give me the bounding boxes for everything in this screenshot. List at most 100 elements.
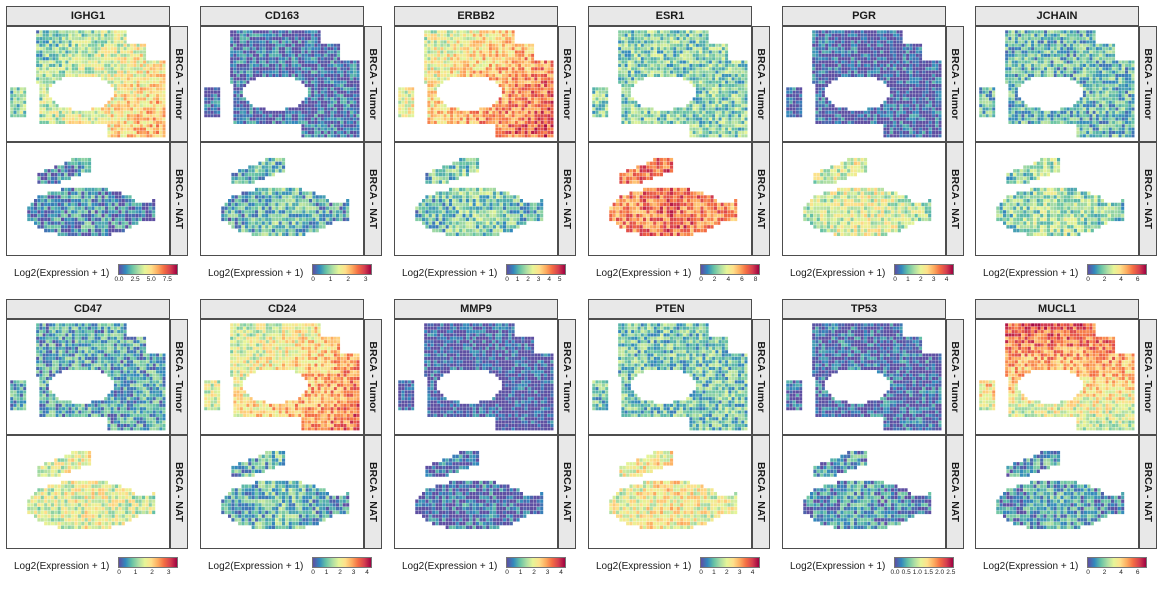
spot (108, 202, 112, 207)
spot (146, 104, 150, 108)
spot (258, 165, 262, 169)
spot (282, 202, 286, 207)
spot (501, 77, 505, 81)
spot (353, 73, 357, 78)
spot (57, 165, 61, 169)
spot (94, 228, 98, 233)
spot (505, 124, 509, 128)
spot (309, 213, 313, 218)
spatial-heatmap (221, 157, 350, 237)
spot (476, 232, 480, 237)
spot (356, 70, 360, 74)
spot (62, 53, 66, 57)
spot (462, 213, 466, 218)
spot (450, 47, 454, 51)
legend-tick: 5 (557, 276, 562, 283)
spot (472, 60, 476, 64)
spot (479, 221, 483, 225)
spot (327, 94, 331, 98)
spot (45, 40, 49, 44)
spot (282, 228, 286, 233)
spot (469, 206, 473, 210)
spot (695, 87, 699, 91)
spot (45, 104, 49, 108)
spot (115, 213, 119, 218)
spot (238, 228, 242, 233)
spot (98, 221, 102, 225)
spot (550, 117, 554, 121)
spot (238, 176, 242, 181)
spot (442, 202, 446, 207)
spot (433, 97, 437, 101)
spot (81, 53, 85, 57)
spot (407, 107, 411, 111)
spot (101, 202, 105, 207)
spot (49, 100, 53, 104)
spot (285, 199, 289, 203)
spot (427, 87, 431, 91)
spot (514, 110, 518, 114)
spot (152, 117, 156, 121)
spot (125, 195, 129, 199)
spot (496, 206, 500, 210)
spot (261, 213, 265, 218)
spot (498, 43, 502, 47)
spot (45, 60, 49, 64)
spot (301, 70, 305, 74)
spot (130, 70, 134, 74)
spot (149, 104, 153, 108)
spot (117, 73, 121, 78)
spot (39, 60, 43, 64)
spot (508, 90, 512, 94)
spot (330, 60, 334, 64)
spot (465, 172, 469, 177)
spot (259, 43, 263, 47)
spot (47, 180, 51, 184)
spot (19, 97, 23, 101)
spot (660, 53, 664, 57)
spot (476, 191, 480, 195)
spot (261, 210, 265, 214)
spot (152, 80, 156, 84)
spot (437, 120, 441, 124)
spot (234, 210, 238, 214)
spot (329, 206, 333, 210)
spot (143, 104, 147, 108)
spot (131, 221, 135, 225)
spot (327, 77, 331, 81)
spot (503, 202, 507, 207)
spot (501, 63, 505, 67)
condition-text: BRCA - Tumor (367, 48, 379, 120)
spot (449, 232, 453, 237)
spot (492, 40, 496, 44)
spot (304, 127, 308, 131)
spot (307, 104, 311, 108)
spot (330, 107, 334, 111)
spot (136, 60, 140, 64)
spot (333, 127, 337, 131)
spot (84, 53, 88, 57)
spot (84, 110, 88, 114)
spot (712, 84, 716, 88)
spot (728, 84, 732, 88)
spot (317, 80, 321, 84)
spot (84, 114, 88, 118)
spot (252, 60, 256, 64)
spot (496, 217, 500, 222)
spot (492, 117, 496, 121)
spot (435, 195, 439, 199)
spot (256, 120, 260, 124)
spot (495, 60, 499, 64)
spot (317, 134, 321, 138)
spot (37, 176, 41, 181)
spot (682, 33, 686, 37)
spot (120, 114, 124, 118)
spot (88, 225, 92, 229)
spot (472, 70, 476, 74)
spot (537, 90, 541, 94)
spot (278, 225, 282, 229)
spot (258, 195, 262, 199)
spot (346, 120, 350, 124)
spot (350, 107, 354, 111)
spot (521, 43, 525, 47)
